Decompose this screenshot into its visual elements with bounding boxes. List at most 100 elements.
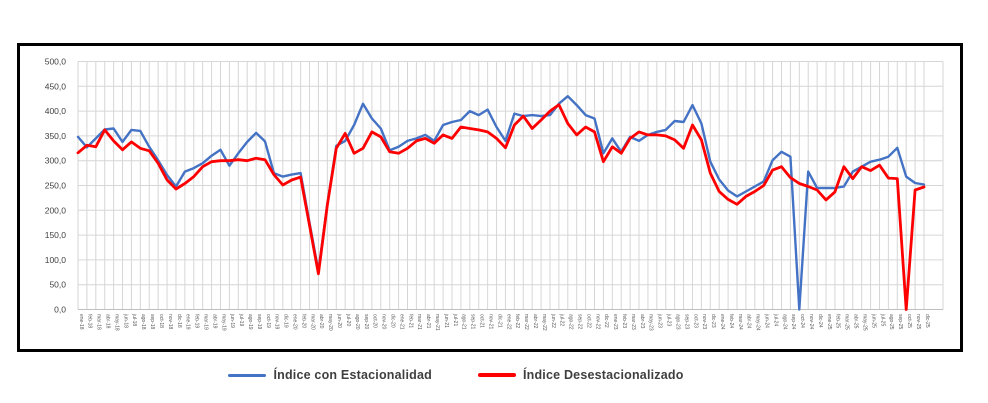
- y-tick-label: 400,0: [45, 106, 67, 116]
- x-tick-label: abr-24: [746, 314, 752, 329]
- x-tick-label: sep-19: [256, 314, 262, 330]
- x-tick-label: sep-23: [683, 314, 689, 330]
- y-tick-label: 300,0: [45, 156, 67, 166]
- x-tick-label: sep-20: [363, 314, 369, 330]
- x-tick-label: mar-18: [96, 314, 102, 330]
- x-tick-label: jun-24: [764, 313, 770, 328]
- series-line-desestacionalizado: [76, 103, 926, 311]
- x-tick-label: feb-24: [728, 314, 734, 328]
- x-tick-label: abr-20: [318, 314, 324, 329]
- x-tick-label: jun-20: [336, 313, 342, 328]
- x-tick-label: jul-24: [772, 313, 778, 326]
- x-tick-label: mar-20: [309, 314, 315, 330]
- chart-legend: Índice con Estacionalidad Índice Desesta…: [0, 368, 950, 382]
- x-tick-label: nov-20: [381, 314, 387, 330]
- x-tick-label: dic-22: [603, 314, 609, 328]
- chart-frame: 0,0 50,0 100,0 150,0 200,0 250,0 300,0 350,0 400…: [17, 43, 963, 352]
- x-tick-label: may-18: [113, 314, 119, 331]
- x-tick-label: jul-22: [559, 313, 565, 326]
- x-tick-label: mar-25: [844, 314, 850, 330]
- y-tick-label: 100,0: [45, 255, 67, 265]
- x-tick-label: feb-18: [87, 314, 93, 328]
- legend-item-desestacionalizado[interactable]: Índice Desestacionalizado: [477, 368, 684, 382]
- x-tick-label: oct-21: [479, 314, 485, 328]
- x-axis-tick-labels: ene-18 feb-18 mar-18 abr-18 may-18 jun-18 jul-…: [78, 313, 930, 331]
- y-axis-tick-labels: 0,0 50,0 100,0 150,0 200,0 250,0 300,0 350,0 400…: [45, 57, 67, 315]
- x-tick-label: ene-20: [292, 314, 298, 330]
- x-tick-label: nov-22: [594, 314, 600, 330]
- legend-item-con-estacionalidad[interactable]: Índice con Estacionalidad: [228, 368, 432, 382]
- x-tick-label: nov-24: [808, 314, 814, 330]
- y-tick-label: 200,0: [45, 205, 67, 215]
- x-tick-label: mar-23: [630, 314, 636, 330]
- x-tick-label: ene-25: [826, 314, 832, 330]
- x-tick-label: sep-25: [897, 314, 903, 330]
- x-tick-label: jul-21: [452, 313, 458, 326]
- x-tick-label: ene-21: [398, 314, 404, 330]
- x-tick-label: dic-24: [817, 314, 823, 328]
- x-tick-label: oct-22: [585, 314, 591, 328]
- x-tick-label: nov-19: [274, 314, 280, 330]
- x-tick-label: ene-24: [719, 314, 725, 330]
- x-tick-label: feb-25: [835, 314, 841, 328]
- x-tick-label: oct-25: [906, 314, 912, 328]
- x-tick-label: jun-25: [870, 313, 876, 328]
- x-tick-label: ago-24: [781, 314, 787, 330]
- x-tick-label: mar-24: [737, 314, 743, 330]
- x-tick-label: jun-22: [550, 313, 556, 328]
- x-tick-label: feb-19: [194, 314, 200, 328]
- x-tick-label: nov-18: [167, 314, 173, 330]
- x-tick-label: abr-25: [853, 314, 859, 329]
- legend-line-red-icon: [477, 373, 516, 377]
- x-tick-label: jul-18: [131, 313, 137, 326]
- legend-line-blue-icon: [228, 373, 267, 377]
- x-tick-label: jul-19: [238, 313, 244, 326]
- x-tick-label: dic-21: [496, 314, 502, 328]
- x-tick-label: may-21: [434, 314, 440, 331]
- y-tick-label: 50,0: [49, 280, 66, 290]
- x-tick-label: nov-23: [701, 314, 707, 330]
- x-tick-label: mar-19: [202, 314, 208, 330]
- x-tick-label: dic-19: [283, 314, 289, 328]
- y-tick-label: 150,0: [45, 230, 67, 240]
- series-line-con-estacionalidad: [76, 95, 926, 311]
- x-tick-label: jun-18: [122, 313, 128, 328]
- x-tick-label: jun-23: [657, 313, 663, 328]
- x-tick-label: abr-23: [639, 314, 645, 329]
- x-tick-label: sep-21: [470, 314, 476, 330]
- y-tick-label: 450,0: [45, 81, 67, 91]
- x-tick-label: abr-18: [105, 314, 111, 329]
- x-tick-label: ago-23: [674, 314, 680, 330]
- x-tick-label: dic-20: [389, 314, 395, 328]
- x-tick-label: ago-21: [461, 314, 467, 330]
- x-tick-label: dic-25: [924, 314, 930, 328]
- x-tick-label: may-23: [648, 314, 654, 331]
- x-tick-label: oct-19: [265, 314, 271, 328]
- legend-label-con-estacionalidad: Índice con Estacionalidad: [273, 368, 432, 382]
- x-tick-label: oct-20: [372, 314, 378, 328]
- gridlines: [77, 61, 944, 310]
- x-tick-label: nov-25: [915, 314, 921, 330]
- x-tick-label: dic-18: [176, 314, 182, 328]
- x-tick-label: jul-23: [666, 313, 672, 326]
- x-tick-label: may-20: [327, 314, 333, 331]
- y-tick-label: 500,0: [45, 57, 67, 67]
- x-tick-label: feb-21: [407, 314, 413, 328]
- y-tick-label: 250,0: [45, 181, 67, 191]
- line-chart-plot: 0,0 50,0 100,0 150,0 200,0 250,0 300,0 350,0 400…: [45, 57, 944, 331]
- x-tick-label: ago-22: [568, 314, 574, 330]
- x-tick-label: sep-18: [149, 314, 155, 330]
- x-tick-label: jun-21: [443, 313, 449, 328]
- x-tick-label: ago-18: [140, 314, 146, 330]
- x-tick-label: ene-19: [185, 314, 191, 330]
- x-tick-label: mar-21: [416, 314, 422, 330]
- x-tick-label: jul-25: [879, 313, 885, 326]
- x-tick-label: abr-21: [425, 314, 431, 329]
- x-tick-label: ago-20: [354, 314, 360, 330]
- legend-label-desestacionalizado: Índice Desestacionalizado: [522, 368, 684, 382]
- x-tick-label: ago-25: [888, 314, 894, 330]
- x-tick-label: oct-23: [692, 314, 698, 328]
- x-tick-label: sep-22: [576, 314, 582, 330]
- x-tick-label: mar-22: [523, 314, 529, 330]
